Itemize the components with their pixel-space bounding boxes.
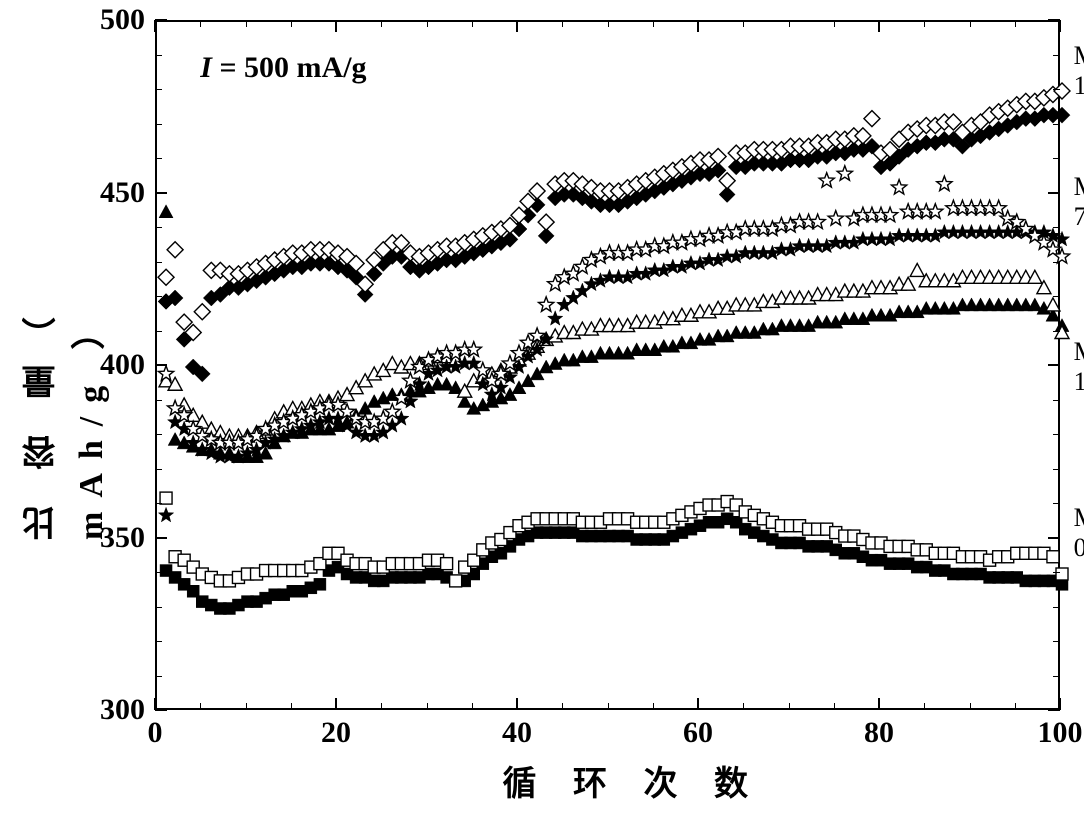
x-axis-label: 循 环 次 数 (503, 756, 763, 805)
y-tick-label: 300 (89, 693, 145, 727)
series-MSF-1.5-filled (158, 107, 1070, 382)
series-MSF-1.5-open (158, 83, 1070, 341)
series-MSF-0-open (160, 492, 1068, 587)
series-MSF-7-filled (158, 224, 1069, 521)
series-label: MSF-0 (1074, 503, 1084, 563)
x-tick-label: 0 (148, 716, 163, 750)
x-tick-label: 100 (1038, 716, 1083, 750)
x-tick-label: 60 (683, 716, 713, 750)
series-MSF-1-filled (159, 205, 1069, 463)
annotation-prefix: I (200, 51, 212, 84)
plot-area (155, 20, 1060, 710)
chart-root: 020406080100300350400450500 循 环 次 数 比 容 … (0, 0, 1084, 824)
x-tick-label: 20 (321, 716, 351, 750)
y-tick-label: 500 (89, 3, 145, 37)
series-label: MSF-7 (1074, 172, 1084, 232)
series-label: MSF-1.5 (1074, 41, 1084, 101)
series-MSF-7-open (158, 166, 1069, 450)
rate-annotation: I = 500 mA/g (200, 51, 366, 85)
markers-layer (157, 22, 1062, 712)
y-axis-label: 比 容 量（ mAh/g ） (18, 190, 116, 540)
x-tick-label: 80 (864, 716, 894, 750)
x-tick-label: 40 (502, 716, 532, 750)
series-MSF-0-filled (160, 513, 1068, 615)
series-label: MSF-1 (1074, 337, 1084, 397)
annotation-rest: = 500 mA/g (212, 51, 367, 84)
series-MSF-1-open (159, 263, 1069, 442)
